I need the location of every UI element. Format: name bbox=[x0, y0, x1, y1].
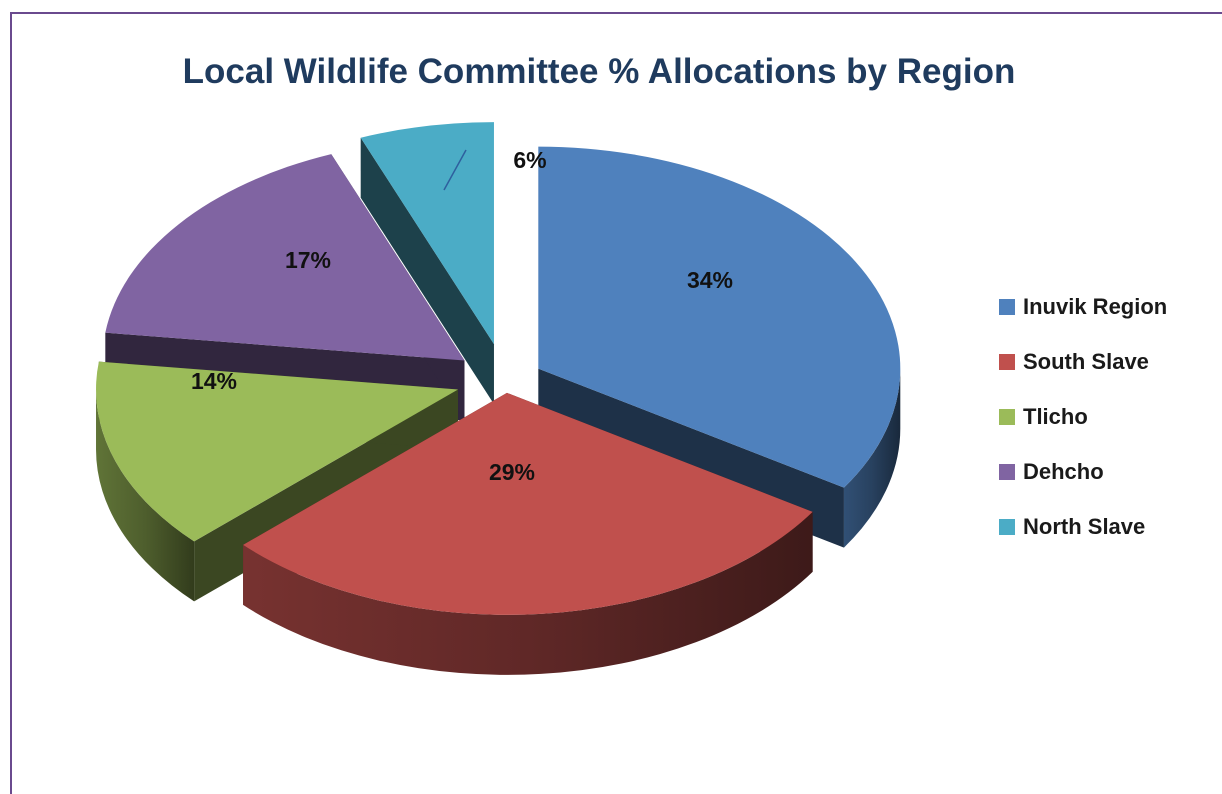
slice-top bbox=[96, 361, 459, 542]
slice-wall bbox=[360, 137, 494, 405]
legend-label: Inuvik Region bbox=[1023, 293, 1168, 319]
slice-top bbox=[538, 146, 901, 488]
data-label-dehcho: 17% bbox=[285, 247, 331, 273]
legend-swatch bbox=[999, 408, 1015, 425]
legend-label: South Slave bbox=[1023, 348, 1149, 374]
chart-frame bbox=[10, 12, 1222, 794]
data-label-north-slave: 6% bbox=[513, 147, 546, 173]
legend-swatch bbox=[999, 518, 1015, 535]
legend-item-inuvik-region: Inuvik Region bbox=[999, 279, 1167, 334]
data-label-south-slave: 29% bbox=[489, 459, 535, 485]
slice-top bbox=[360, 122, 494, 345]
slice-outer-wall bbox=[243, 511, 813, 675]
legend-item-south-slave: South Slave bbox=[999, 334, 1167, 389]
slice-south-slave bbox=[243, 392, 813, 675]
legend-swatch bbox=[999, 353, 1015, 370]
chart-title: Local Wildlife Committee % Allocations b… bbox=[182, 52, 1016, 91]
slice-outer-wall bbox=[96, 389, 195, 602]
slice-top bbox=[243, 392, 813, 615]
legend: Inuvik Region South Slave Tlicho Dehcho … bbox=[999, 279, 1167, 554]
legend-swatch bbox=[999, 463, 1015, 480]
legend-swatch bbox=[999, 298, 1015, 315]
slice-north-slave bbox=[360, 122, 494, 405]
slice-outer-wall bbox=[843, 368, 901, 548]
data-label-tlicho: 14% bbox=[191, 368, 237, 394]
north-slave-leader-line bbox=[443, 149, 467, 191]
legend-item-tlicho: Tlicho bbox=[999, 389, 1167, 444]
legend-item-north-slave: North Slave bbox=[999, 499, 1167, 554]
legend-item-dehcho: Dehcho bbox=[999, 444, 1167, 499]
legend-label: Dehcho bbox=[1023, 458, 1104, 484]
legend-label: North Slave bbox=[1023, 513, 1146, 539]
slice-top bbox=[105, 154, 465, 361]
data-label-inuvik-region: 34% bbox=[687, 267, 733, 293]
legend-label: Tlicho bbox=[1023, 403, 1088, 429]
